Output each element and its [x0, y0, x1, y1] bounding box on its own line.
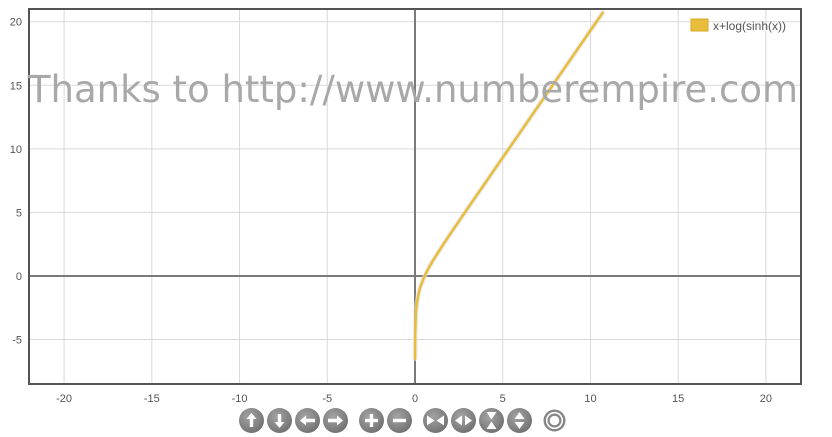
- pan-right-button[interactable]: [323, 408, 348, 433]
- legend: x+log(sinh(x)): [690, 18, 786, 33]
- x-tick-label: -15: [144, 393, 160, 405]
- y-tick-label: 20: [10, 17, 22, 29]
- minus-icon: [393, 418, 406, 423]
- y-tick-label: 10: [10, 144, 22, 156]
- pan-up-button[interactable]: [239, 408, 264, 433]
- arrow-right-icon: [328, 415, 343, 426]
- zoom-out-x-button[interactable]: [451, 408, 476, 433]
- watermark: Thanks to http://www.numberempire.com: [27, 68, 798, 111]
- arrows-inward-horizontal-icon: [427, 415, 444, 426]
- zoom-in-button[interactable]: [359, 408, 384, 433]
- plot-frame: [28, 8, 802, 385]
- zoom-out-y-button[interactable]: [507, 408, 532, 433]
- reset-view-button[interactable]: [542, 408, 567, 433]
- pan-left-button[interactable]: [295, 408, 320, 433]
- plus-icon: [365, 414, 378, 427]
- arrow-down-icon: [274, 414, 285, 428]
- pan-down-button[interactable]: [267, 408, 292, 433]
- x-tick-label: -5: [322, 393, 332, 405]
- arrows-outward-vertical-icon: [514, 412, 525, 429]
- x-tick-label: 15: [672, 393, 684, 405]
- series-layer: [412, 10, 606, 362]
- series-line: [413, 11, 604, 360]
- y-tick-label: 0: [16, 271, 22, 283]
- tick-labels: -20 -15 -10 -5 0 5 10 15 20 -5 0 5 10 15 20: [10, 17, 772, 405]
- zoom-in-y-button[interactable]: [479, 408, 504, 433]
- x-tick-label: 5: [500, 393, 506, 405]
- x-tick-label: -20: [56, 393, 72, 405]
- x-tick-label: 0: [412, 393, 418, 405]
- x-tick-label: -10: [232, 393, 248, 405]
- legend-swatch: [690, 18, 709, 32]
- arrow-up-icon: [246, 413, 257, 427]
- y-tick-label: 15: [10, 80, 22, 92]
- x-tick-label: 10: [584, 393, 596, 405]
- arrows-inward-vertical-icon: [486, 412, 497, 429]
- x-tick-label: 20: [760, 393, 772, 405]
- zoom-out-button[interactable]: [387, 408, 412, 433]
- zoom-in-x-button[interactable]: [423, 408, 448, 433]
- arrow-left-icon: [300, 415, 315, 426]
- series-line-shadow: [412, 10, 606, 362]
- target-icon: [543, 409, 566, 432]
- y-tick-label: 5: [16, 207, 22, 219]
- y-tick-label: -5: [12, 335, 22, 347]
- arrows-outward-horizontal-icon: [455, 415, 472, 426]
- legend-label: x+log(sinh(x)): [713, 19, 786, 33]
